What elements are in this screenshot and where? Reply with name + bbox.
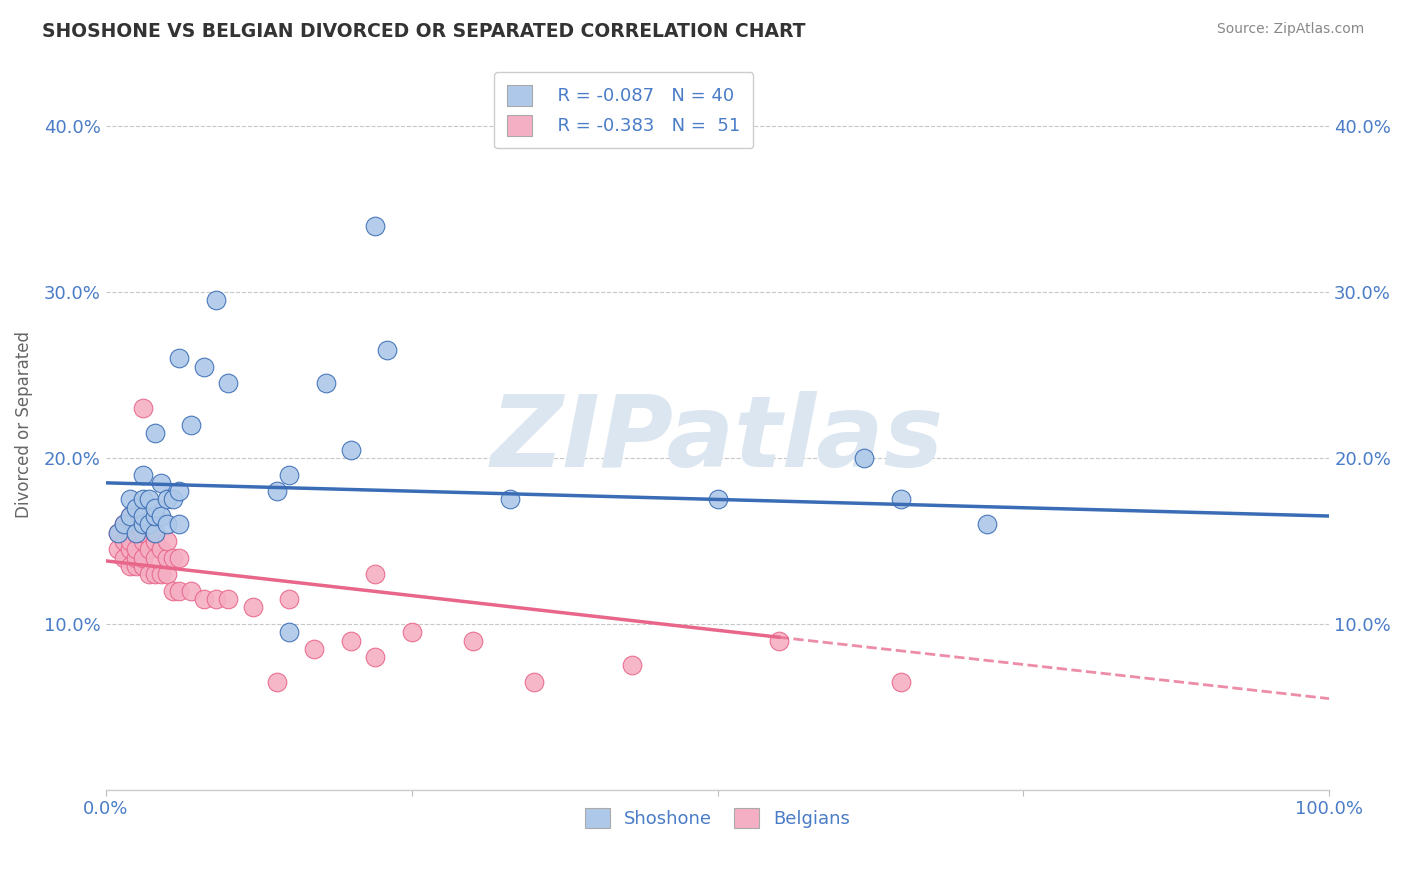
Point bbox=[242, 600, 264, 615]
Text: ZIPatlas: ZIPatlas bbox=[491, 391, 943, 488]
Point bbox=[217, 592, 239, 607]
Point bbox=[131, 467, 153, 482]
Point bbox=[138, 567, 160, 582]
Point bbox=[120, 542, 142, 557]
Point bbox=[156, 567, 179, 582]
Point bbox=[167, 583, 190, 598]
Point bbox=[315, 376, 337, 391]
Point bbox=[131, 550, 153, 565]
Point bbox=[364, 567, 387, 582]
Point bbox=[401, 625, 423, 640]
Point bbox=[180, 417, 202, 432]
Point bbox=[107, 542, 129, 557]
Point bbox=[156, 492, 179, 507]
Point bbox=[156, 517, 179, 532]
Point bbox=[120, 533, 142, 548]
Point bbox=[339, 442, 361, 457]
Point bbox=[266, 675, 288, 690]
Point bbox=[112, 517, 135, 532]
Point bbox=[302, 641, 325, 656]
Point bbox=[266, 484, 288, 499]
Point bbox=[205, 592, 228, 607]
Point bbox=[149, 567, 172, 582]
Point bbox=[138, 492, 160, 507]
Point bbox=[523, 675, 546, 690]
Point bbox=[620, 658, 643, 673]
Point bbox=[143, 509, 166, 524]
Point bbox=[131, 533, 153, 548]
Point bbox=[890, 675, 912, 690]
Point bbox=[853, 450, 876, 465]
Point bbox=[107, 525, 129, 540]
Point bbox=[143, 567, 166, 582]
Point bbox=[125, 542, 148, 557]
Point bbox=[143, 550, 166, 565]
Point bbox=[125, 525, 148, 540]
Point bbox=[193, 359, 215, 374]
Point bbox=[162, 492, 184, 507]
Point bbox=[131, 525, 153, 540]
Point bbox=[364, 219, 387, 233]
Point bbox=[375, 343, 398, 357]
Point bbox=[149, 475, 172, 490]
Point bbox=[131, 401, 153, 416]
Point bbox=[339, 633, 361, 648]
Point bbox=[890, 492, 912, 507]
Point bbox=[112, 533, 135, 548]
Point bbox=[167, 351, 190, 366]
Point bbox=[125, 500, 148, 515]
Point bbox=[162, 550, 184, 565]
Legend: Shoshone, Belgians: Shoshone, Belgians bbox=[578, 800, 858, 836]
Point bbox=[205, 293, 228, 308]
Point bbox=[461, 633, 484, 648]
Point bbox=[364, 650, 387, 665]
Point bbox=[138, 517, 160, 532]
Point bbox=[143, 533, 166, 548]
Point bbox=[768, 633, 790, 648]
Point bbox=[156, 533, 179, 548]
Point bbox=[138, 542, 160, 557]
Point bbox=[706, 492, 728, 507]
Point bbox=[167, 550, 190, 565]
Point bbox=[120, 558, 142, 573]
Point bbox=[278, 592, 301, 607]
Point bbox=[976, 517, 998, 532]
Point bbox=[180, 583, 202, 598]
Point bbox=[120, 492, 142, 507]
Point bbox=[143, 525, 166, 540]
Point bbox=[120, 509, 142, 524]
Text: Source: ZipAtlas.com: Source: ZipAtlas.com bbox=[1216, 22, 1364, 37]
Point bbox=[107, 525, 129, 540]
Point bbox=[143, 425, 166, 440]
Point bbox=[167, 484, 190, 499]
Point bbox=[149, 542, 172, 557]
Point bbox=[131, 558, 153, 573]
Y-axis label: Divorced or Separated: Divorced or Separated bbox=[15, 331, 32, 518]
Text: SHOSHONE VS BELGIAN DIVORCED OR SEPARATED CORRELATION CHART: SHOSHONE VS BELGIAN DIVORCED OR SEPARATE… bbox=[42, 22, 806, 41]
Point bbox=[143, 500, 166, 515]
Point bbox=[125, 558, 148, 573]
Point bbox=[125, 550, 148, 565]
Point bbox=[156, 550, 179, 565]
Point bbox=[278, 467, 301, 482]
Point bbox=[131, 492, 153, 507]
Point bbox=[193, 592, 215, 607]
Point bbox=[131, 517, 153, 532]
Point bbox=[125, 517, 148, 532]
Point bbox=[120, 509, 142, 524]
Point bbox=[112, 517, 135, 532]
Point bbox=[498, 492, 520, 507]
Point bbox=[278, 625, 301, 640]
Point bbox=[143, 525, 166, 540]
Point bbox=[131, 509, 153, 524]
Point bbox=[112, 550, 135, 565]
Point bbox=[217, 376, 239, 391]
Point bbox=[149, 509, 172, 524]
Point bbox=[162, 583, 184, 598]
Point bbox=[125, 525, 148, 540]
Point bbox=[167, 517, 190, 532]
